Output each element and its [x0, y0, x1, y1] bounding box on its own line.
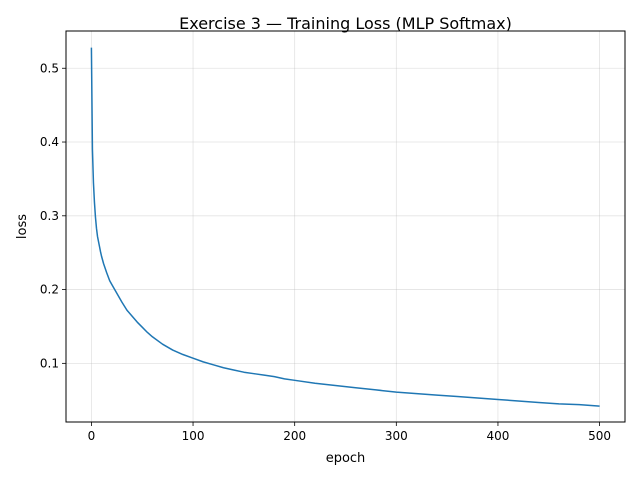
loss-series-line — [90, 47, 600, 407]
y-axis-label: loss — [15, 214, 30, 239]
x-tick-label: 100 — [182, 429, 205, 443]
x-tick-label: 300 — [385, 429, 408, 443]
y-tick-label: 0.4 — [40, 135, 59, 149]
x-tick-label: 400 — [487, 429, 510, 443]
ticks: 0 100 200 300 400 500 0.1 0.2 0.3 0.4 0.5 — [40, 61, 611, 443]
x-tick-label: 0 — [88, 429, 96, 443]
x-axis-label: epoch — [326, 451, 366, 466]
x-tick-label: 500 — [588, 429, 611, 443]
y-tick-label: 0.3 — [40, 209, 59, 223]
y-tick-label: 0.2 — [40, 283, 59, 297]
y-tick-label: 0.5 — [40, 61, 59, 75]
chart-title: Exercise 3 — Training Loss (MLP Softmax) — [179, 14, 512, 33]
x-tick-label: 200 — [283, 429, 306, 443]
grid — [66, 31, 625, 422]
axes-frame — [65, 30, 626, 423]
plot-area — [90, 47, 600, 407]
y-tick-label: 0.1 — [40, 356, 59, 370]
